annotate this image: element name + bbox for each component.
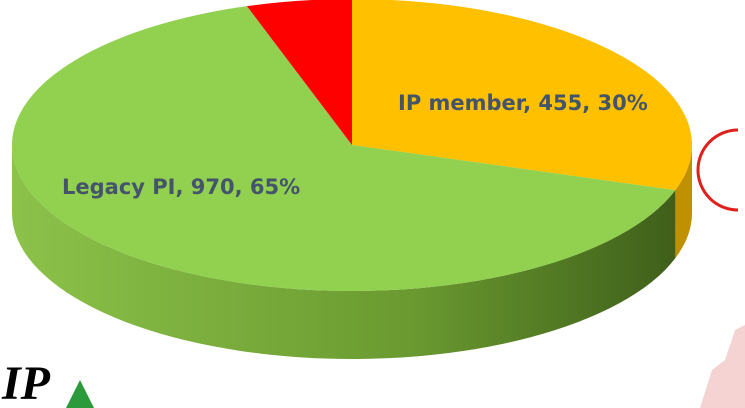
logo: IP — [1, 357, 51, 408]
decor-map — [700, 325, 745, 408]
pie-side — [675, 145, 692, 259]
data-label: Legacy PI, 970, 65% — [62, 175, 300, 199]
pie-slice — [352, 0, 692, 191]
pie-slice — [246, 0, 352, 145]
pie — [12, 0, 692, 359]
data-label: IP member, 455, 30% — [398, 91, 648, 115]
pie-slice — [12, 6, 676, 291]
logo-mark — [66, 380, 94, 408]
decor-circle — [696, 128, 739, 212]
pie-side — [12, 145, 676, 359]
